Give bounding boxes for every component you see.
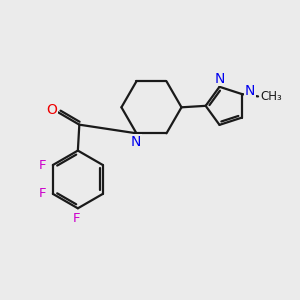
Text: N: N <box>245 84 255 98</box>
Text: O: O <box>46 103 57 117</box>
Text: CH₃: CH₃ <box>260 90 282 103</box>
Text: F: F <box>39 158 46 172</box>
Text: F: F <box>39 188 46 200</box>
Text: N: N <box>215 71 225 85</box>
Text: F: F <box>73 212 80 225</box>
Text: N: N <box>131 135 141 148</box>
